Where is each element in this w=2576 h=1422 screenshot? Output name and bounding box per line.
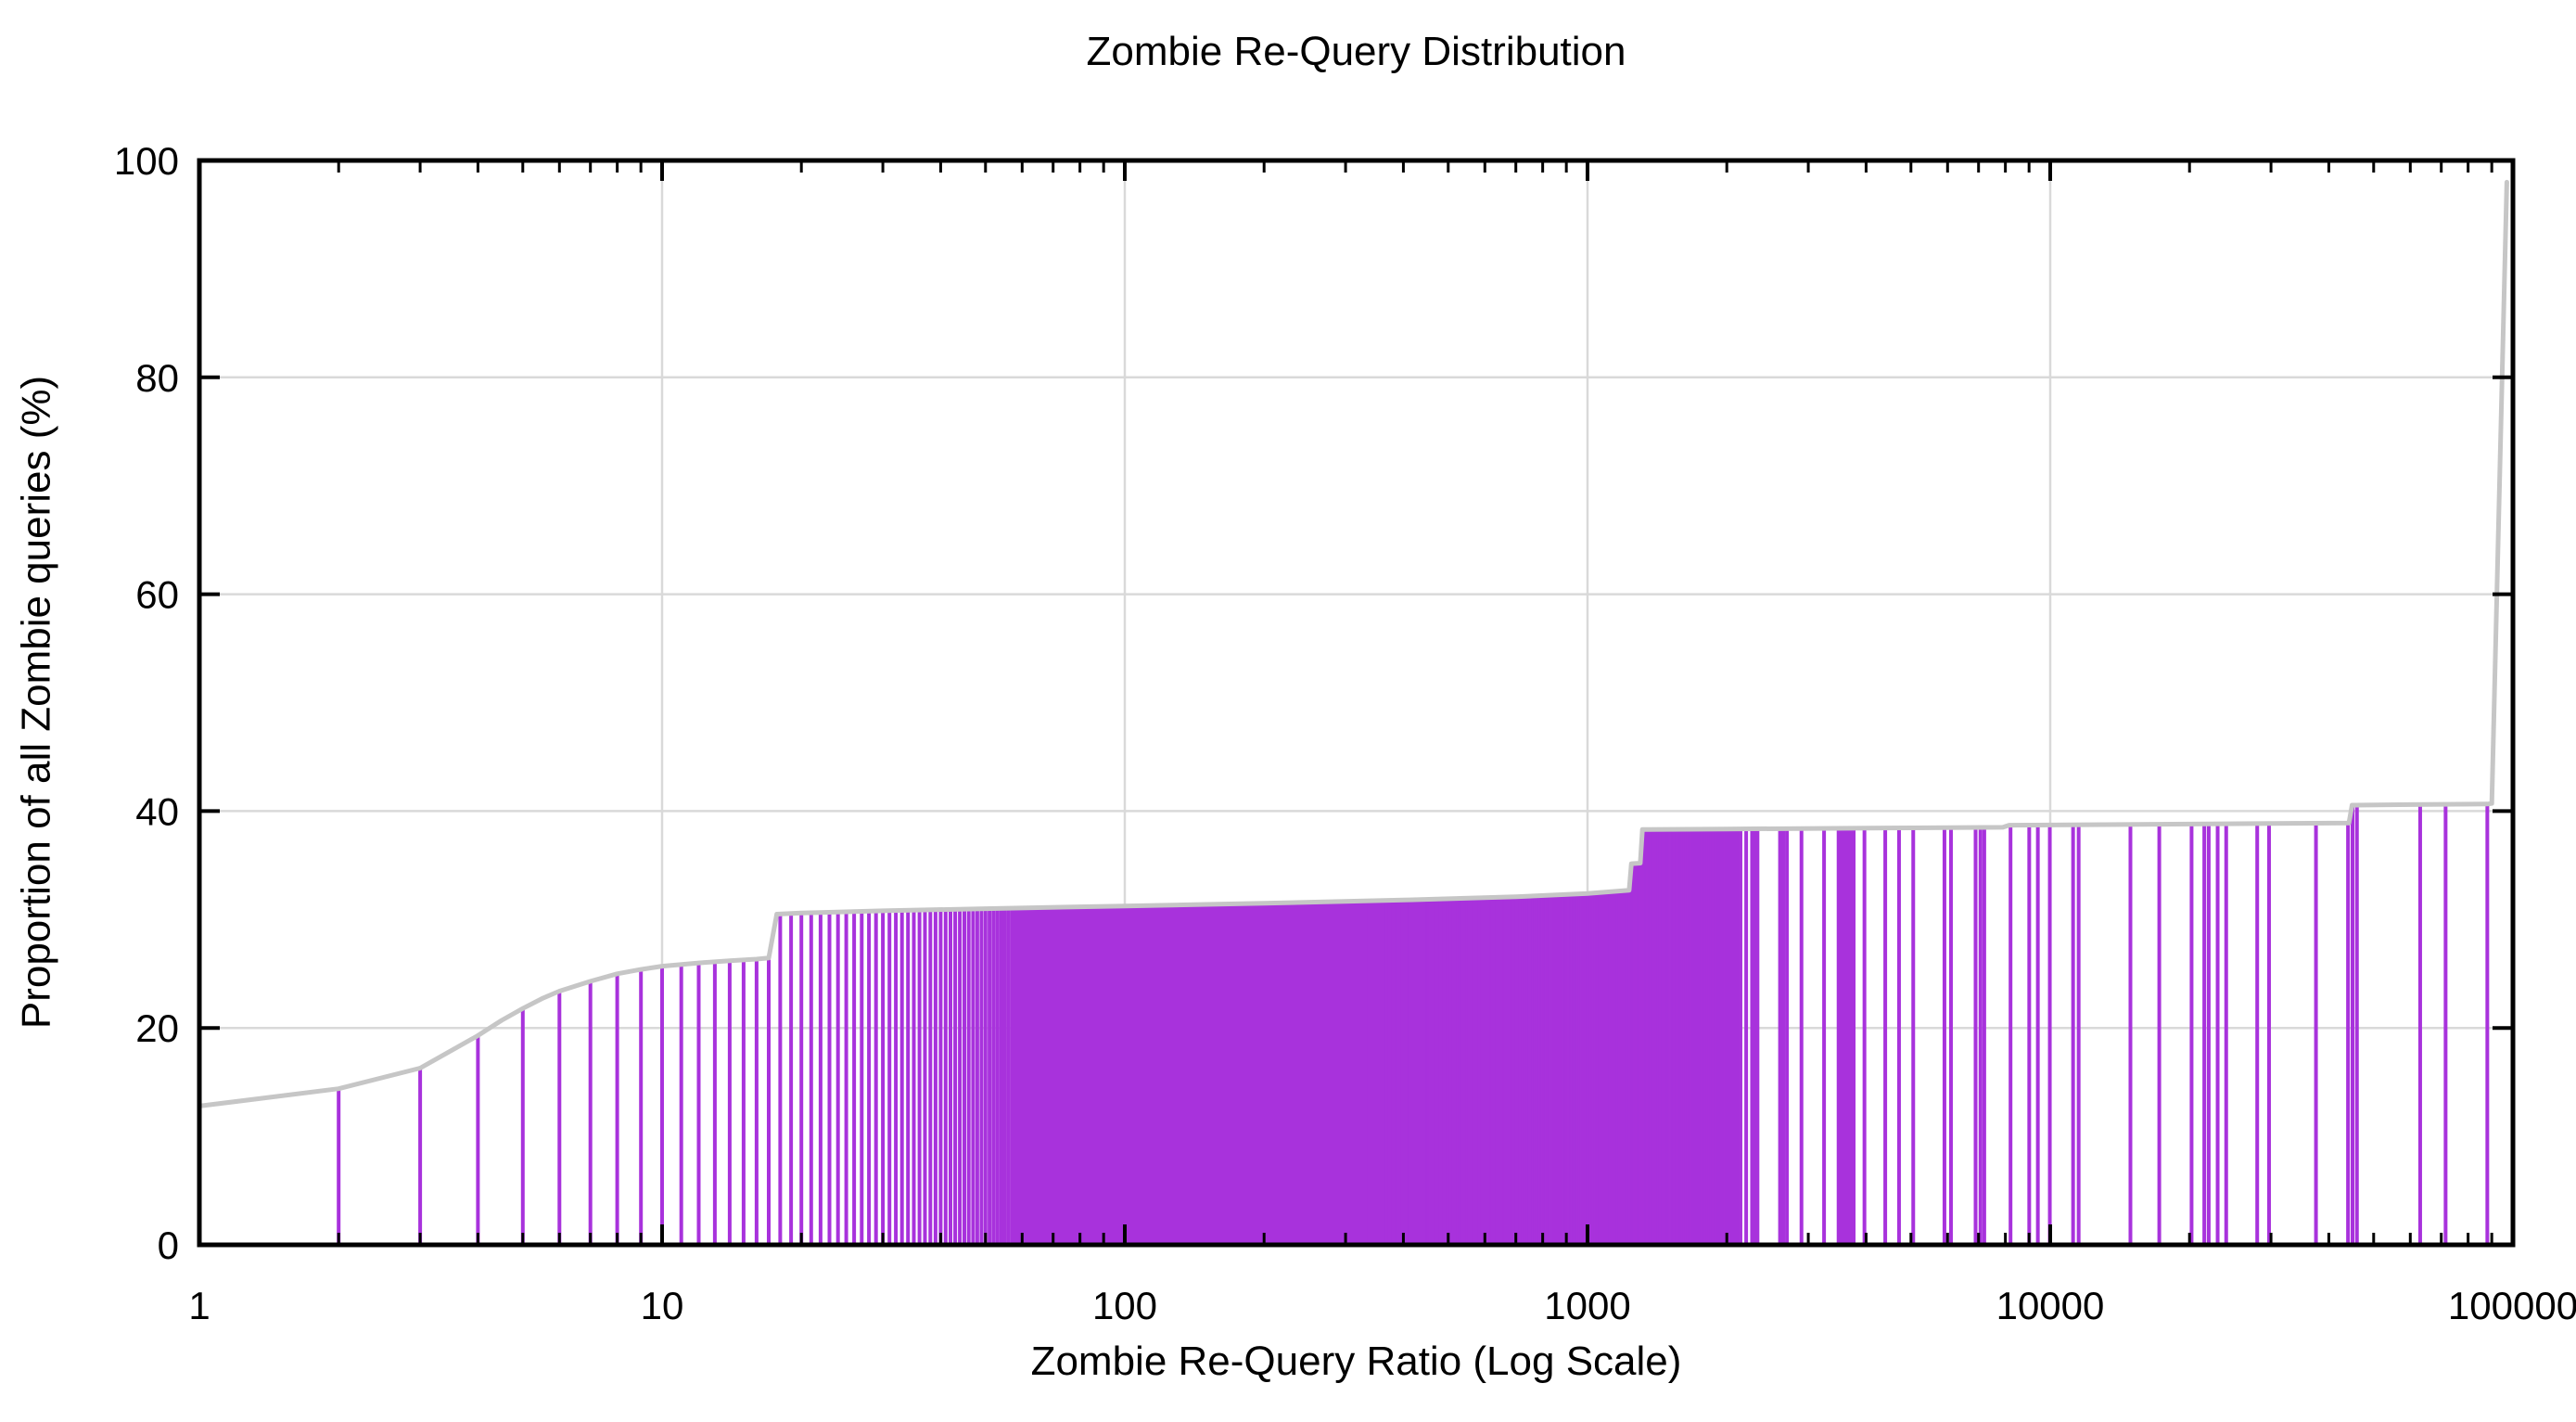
x-tick-label: 1000	[1544, 1284, 1630, 1327]
chart-title: Zombie Re-Query Distribution	[1086, 29, 1626, 74]
y-tick-label: 80	[135, 356, 179, 400]
y-axis-label: Proportion of all Zombie queries (%)	[13, 375, 59, 1030]
cdf-line	[197, 179, 2509, 1108]
y-tick-label: 0	[158, 1223, 179, 1267]
y-tick-label: 60	[135, 573, 179, 617]
impulse-cluster	[1836, 827, 1845, 1245]
y-tick-label: 100	[114, 139, 179, 183]
x-tick-label: 10000	[1996, 1284, 2105, 1327]
x-axis-label: Zombie Re-Query Ratio (Log Scale)	[1030, 1339, 1682, 1384]
x-tick-label: 10	[641, 1284, 684, 1327]
impulse-cluster	[1842, 827, 1856, 1245]
plot-border	[197, 158, 2516, 1248]
y-tick-label: 20	[135, 1006, 179, 1050]
x-tick-label: 100000	[2448, 1284, 2576, 1327]
x-tick-label: 1	[188, 1284, 210, 1327]
impulse-cluster	[1750, 828, 1760, 1245]
y-tick-label: 40	[135, 789, 179, 833]
x-tick-label: 100	[1092, 1284, 1157, 1327]
impulse-series	[337, 828, 1742, 1245]
